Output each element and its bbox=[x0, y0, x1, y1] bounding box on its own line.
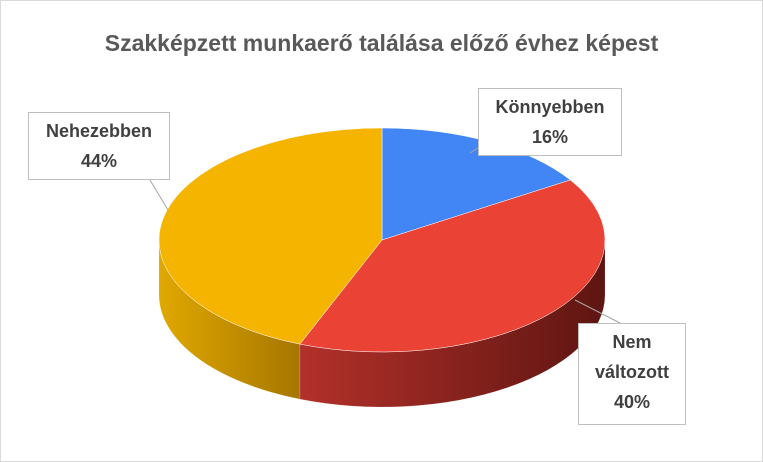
data-label: Könnyebben 16% bbox=[478, 88, 622, 156]
category-label: Könnyebben bbox=[495, 97, 605, 117]
slice bbox=[299, 179, 606, 353]
data-label: Nehezebben 44% bbox=[28, 112, 170, 180]
slice bbox=[158, 127, 383, 345]
value-label: 16% bbox=[531, 127, 569, 147]
leader-line bbox=[149, 179, 169, 211]
data-label: Nem változott 40% bbox=[578, 323, 686, 425]
category-label: Nem változott bbox=[595, 332, 669, 382]
value-label: 44% bbox=[80, 151, 118, 171]
chart-title: Szakképzett munkaerő találása előző évhe… bbox=[104, 30, 659, 56]
category-label: Nehezebben bbox=[45, 121, 153, 141]
leader-line bbox=[574, 299, 621, 324]
leader-line bbox=[469, 147, 479, 154]
value-label: 40% bbox=[613, 392, 651, 412]
